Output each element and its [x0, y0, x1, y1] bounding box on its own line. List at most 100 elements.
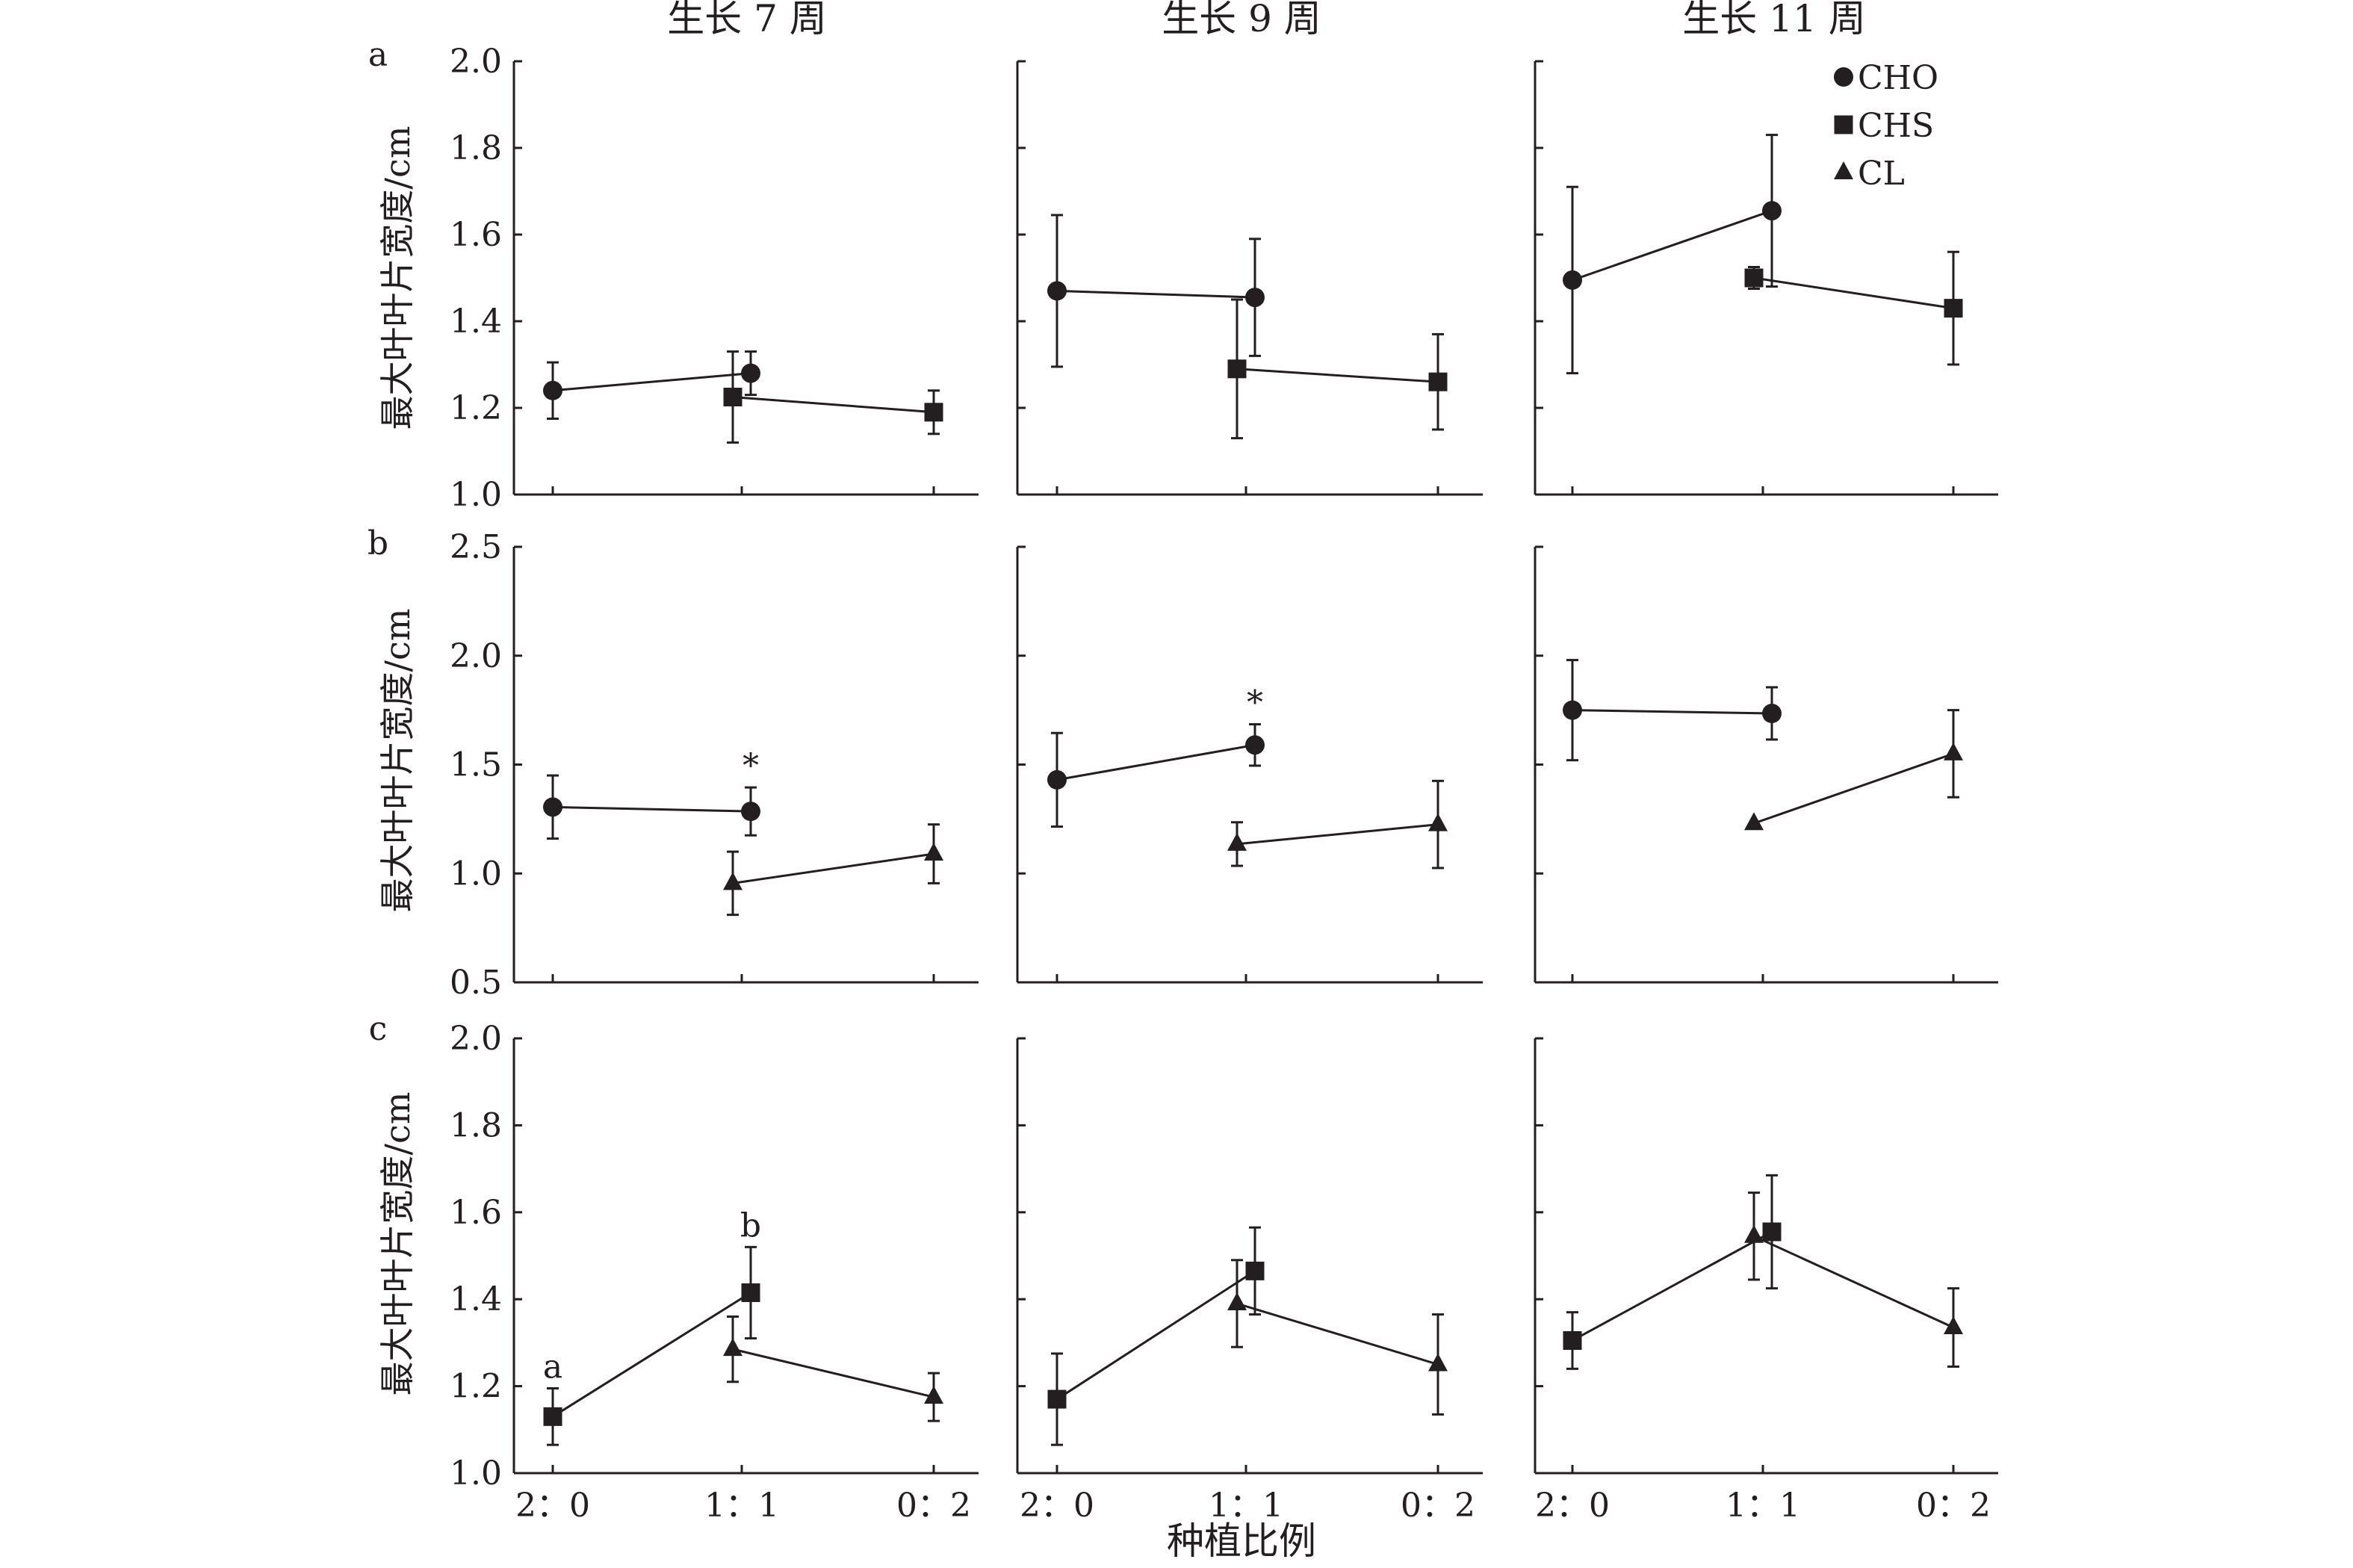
panel-a-1-chs-point [723, 388, 743, 406]
panel-b-2-cl-line [1236, 823, 1439, 846]
panel-b-1-cho-point [543, 797, 562, 817]
legend-item-cho: CHO [1834, 59, 1938, 97]
panel-a-1-series-chs [723, 350, 943, 444]
panel-b-3-cl-point [1944, 742, 1963, 760]
panel-a-1-cho-point [543, 380, 562, 400]
panel-c-3-axes: 2：0 1：1 0：2 [1534, 1037, 1998, 1525]
panel-a-3-series-chs [1744, 250, 1963, 366]
panel-a-3-chs-point [1944, 299, 1963, 318]
row-labels: a b c [368, 36, 388, 1048]
panel-c-3-x-tick-label: 0：2 [1916, 1487, 1991, 1525]
panel-c-2-cl-point [1227, 1292, 1247, 1311]
panel-a-1-cho-point [741, 363, 760, 383]
panel-b-2-cl-point [1227, 832, 1247, 851]
panel-c-3-chs-point [1563, 1330, 1582, 1350]
panel-c-2-x-tick-label: 2：0 [1020, 1487, 1094, 1525]
panel-b-2-series-cho [1047, 723, 1265, 828]
panel-c-1-y-tick-label: 1.8 [450, 1106, 502, 1144]
panel-a-2 [1016, 60, 1483, 496]
y-axis-label-row-c: 最大叶叶片宽度/cm [377, 1092, 418, 1396]
x-axis-label: 种植比例 [1167, 1519, 1316, 1563]
panel-a-2-cho-point [1047, 281, 1067, 301]
panel-a-3-axes [1534, 60, 1998, 496]
panel-b-2: * [1016, 545, 1483, 984]
panel-c-3-series-chs [1563, 1174, 1782, 1370]
panel-a-3 [1534, 60, 1998, 496]
panel-c-1-annotation: b [740, 1206, 761, 1245]
panel-a-1-chs-line [732, 396, 934, 414]
panel-c-1-series-chs [543, 1245, 760, 1446]
panel-c-3: 2：0 1：1 0：2 [1534, 1037, 1998, 1525]
panel-c-1-cl-point [924, 1386, 943, 1404]
y-axis-labels: 最大叶叶片宽度/cm 最大叶叶片宽度/cm 最大叶叶片宽度/cm [377, 126, 418, 1396]
panel-c-2-cl-point [1428, 1353, 1448, 1372]
panel-a-1-y-tick-label: 1.6 [450, 216, 502, 254]
panel-a-3-cho-point [1563, 270, 1582, 290]
panel-c-1-x-tick-label: 0：2 [896, 1487, 971, 1525]
panel-b-2-axes [1016, 545, 1483, 984]
panel-b-2-annotation: * [1247, 684, 1263, 722]
panel-b-1-cho-line [552, 805, 751, 813]
panel-b-1-y-tick-label: 2.0 [450, 637, 502, 675]
panel-b-3 [1534, 545, 1998, 984]
panel-a-3-chs-point [1744, 268, 1764, 288]
panel-c-2: 2：0 1：1 0：2 [1016, 1037, 1483, 1525]
panel-b-1-cl-point [924, 843, 943, 861]
panel-b-3-cl-line [1753, 752, 1954, 825]
column-title-week11: 生长 11 周 [1682, 0, 1865, 40]
panel-a-2-chs-point [1428, 372, 1448, 391]
legend-label-chs: CHS [1858, 107, 1934, 145]
row-label-a: a [368, 36, 388, 74]
legend-marker-cl [1834, 161, 1853, 179]
panel-a-3-cho-line [1572, 209, 1773, 282]
panel-c-3-chs-line [1572, 1230, 1773, 1342]
panel-c-2-chs-point [1047, 1389, 1067, 1409]
panel-c-1-x-tick-label: 1：1 [704, 1487, 779, 1525]
column-title-week9: 生长 9 周 [1162, 0, 1321, 40]
panel-b-2-series-cl [1227, 779, 1448, 870]
panel-c-3-cl-point [1944, 1316, 1963, 1335]
panel-c-1-y-tick-label: 1.0 [450, 1454, 502, 1493]
panel-c-2-x-tick-label: 0：2 [1401, 1487, 1475, 1525]
panel-c-3-x-tick-label: 2：0 [1535, 1487, 1610, 1525]
panel-a-1-y-tick-label: 1.2 [450, 389, 502, 427]
panel-b-2-cho-point [1047, 769, 1067, 790]
panel-b-1-series-cho [543, 774, 760, 840]
column-titles: 生长 7 周 生长 9 周 生长 11 周 [667, 0, 1866, 40]
panel-c-1-chs-line [552, 1292, 751, 1418]
legend-label-cho: CHO [1858, 59, 1938, 97]
panel-b-3-series-cl [1744, 709, 1963, 831]
row-label-b: b [368, 524, 388, 563]
panel-b-1: 0.5 1.0 1.5 2.0 2.5 * [450, 528, 979, 1002]
panel-c-2-chs-point [1245, 1261, 1265, 1280]
panel-b-1-series-cl [723, 823, 943, 917]
panel-c-1-y-tick-label: 1.2 [450, 1368, 502, 1406]
panel-c-1-annotation: a [543, 1348, 562, 1386]
panel-a-2-axes [1016, 60, 1483, 496]
panel-b-2-cl-point [1428, 813, 1448, 831]
panel-c-3-series-cl [1744, 1192, 1963, 1368]
panel-b-1-y-tick-label: 2.5 [450, 528, 502, 566]
panel-b-1-axes: 0.5 1.0 1.5 2.0 2.5 [450, 528, 979, 1002]
y-axis-label-row-b: 最大叶叶片宽度/cm [377, 609, 418, 913]
panel-c-1-x-tick-label: 2：0 [515, 1487, 590, 1525]
y-axis-label-row-a: 最大叶叶片宽度/cm [377, 126, 418, 430]
panel-b-1-cl-line [732, 852, 934, 884]
panel-c-1-cl-line [732, 1348, 934, 1398]
panel-c-1-series-cl [723, 1315, 943, 1422]
panel-b-1-y-tick-label: 1.5 [450, 746, 502, 784]
panel-c-1-cl-point [723, 1338, 743, 1357]
panel-a-1-y-tick-label: 2.0 [450, 43, 502, 81]
panel-b-1-y-tick-label: 0.5 [450, 964, 502, 1002]
panel-a-1-chs-point [924, 403, 943, 422]
panel-b-3-cho-point [1563, 700, 1582, 720]
panel-b-2-cho-point [1245, 735, 1265, 755]
legend-item-cl: CL [1834, 155, 1905, 193]
panel-c-1: 1.0 1.2 1.4 1.6 1.8 2.0 2：0 1：1 0：2 a b [450, 1020, 979, 1525]
panel-c-1-chs-point [741, 1283, 760, 1302]
row-label-c: c [369, 1010, 388, 1048]
panel-c-1-y-tick-label: 1.4 [450, 1280, 502, 1318]
panel-a-2-cho-point [1245, 288, 1265, 308]
panel-b-3-axes [1534, 545, 1998, 984]
